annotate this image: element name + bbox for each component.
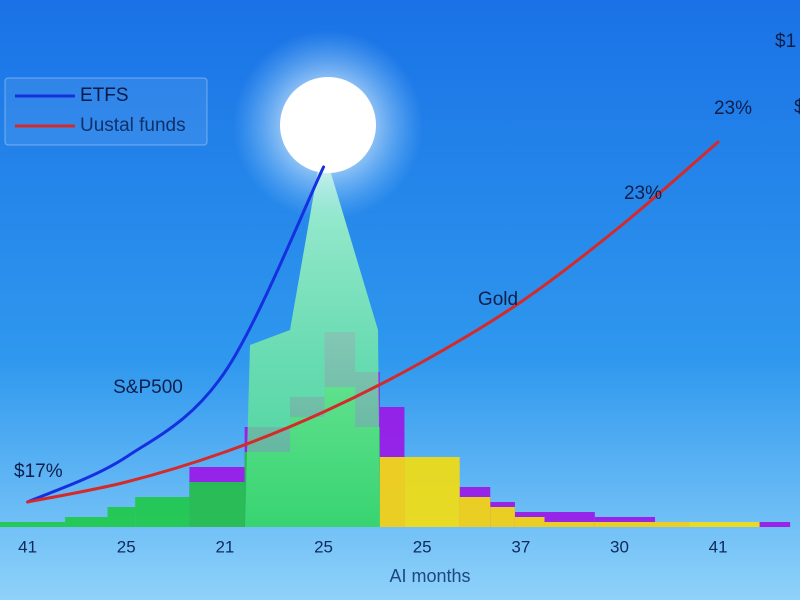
legend: ETFS Uustal funds [15, 85, 186, 136]
labels: 41 25 21 25 25 37 30 41 AI months $17% S&P500 Gold 2… [14, 31, 800, 586]
annotation: S&P500 [113, 377, 183, 398]
x-tick-label: 30 [610, 537, 629, 556]
line-series [26, 165, 326, 504]
x-tick-label: 41 [709, 537, 728, 556]
x-tick-label: 37 [511, 537, 530, 556]
legend-label: ETFS [80, 85, 129, 106]
sun [280, 77, 376, 173]
histogram-bar [0, 522, 30, 527]
histogram-bar [759, 522, 791, 527]
x-tick-label: 21 [215, 537, 234, 556]
histogram-bar [459, 497, 491, 527]
histogram-bar [594, 522, 655, 527]
x-axis-label: AI months [389, 566, 470, 586]
x-tick-label: 25 [314, 537, 333, 556]
histogram-bar [544, 522, 595, 527]
annotation: Gold [478, 289, 518, 310]
histogram-bar [689, 522, 760, 527]
histogram-bar [379, 457, 405, 527]
annotation: $ [794, 97, 800, 118]
x-tick-label: 25 [117, 537, 136, 556]
x-tick-label: 25 [413, 537, 432, 556]
light-ray [245, 170, 380, 527]
histogram-bar [29, 522, 66, 527]
annotation: $1 [775, 31, 796, 52]
annotation: $17% [14, 461, 63, 482]
histogram-bar [135, 497, 190, 527]
annotation: 23% [624, 183, 662, 204]
histogram-bar [65, 517, 108, 527]
lines [26, 140, 720, 504]
histogram-bar [189, 482, 245, 527]
legend-label: Uustal funds [80, 115, 186, 136]
histogram-bar [107, 507, 136, 527]
line-series [26, 140, 720, 504]
histogram-bar [514, 517, 545, 527]
histogram-bar [404, 457, 460, 527]
annotation: 23% [714, 98, 752, 119]
histogram-bar [654, 522, 690, 527]
x-tick-label: 41 [18, 537, 37, 556]
histogram-bar [490, 507, 515, 527]
